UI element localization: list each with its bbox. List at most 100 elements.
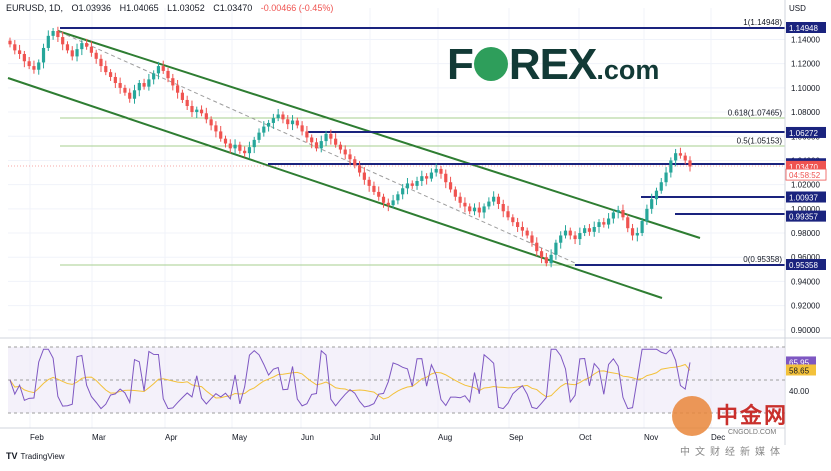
candle [654,187,659,206]
fib-label: 0.5(1.05153) [737,137,783,146]
candle [209,116,213,131]
candle [472,203,477,216]
candle [583,225,587,237]
candle [56,26,60,43]
candle [516,217,520,232]
candle [645,204,649,225]
price-tag: 1.14948 [786,22,826,33]
candle [132,84,137,104]
fib-label: 0(0.95358) [743,255,782,264]
time-axis-label: May [232,433,247,442]
candle [640,217,644,237]
candle [434,163,438,177]
candle [520,221,524,237]
candle [448,176,453,193]
candle [314,138,319,152]
candle [252,136,256,154]
candle [367,176,371,192]
svg-text:1.00937: 1.00937 [789,194,818,203]
watermark-site: CNGOLD.COM [728,429,777,436]
time-axis-label: Apr [165,433,178,442]
candle [420,170,424,186]
candle [559,231,563,249]
candle [492,191,496,206]
candle [17,44,22,59]
price-tag: 1.00937 [786,191,826,203]
candle [108,69,113,81]
candle [554,239,558,260]
candle [592,221,596,237]
time-axis-label: Feb [30,433,44,442]
candle [89,41,94,57]
candle [453,186,457,201]
candle [578,227,582,246]
candle [429,168,434,182]
candle [85,38,89,50]
tradingview-logo[interactable]: TV TradingView [6,451,65,461]
candle [128,88,132,103]
time-axis-label: Oct [579,433,592,442]
change-value: -0.00466 (-0.45%) [260,3,334,13]
candle [61,31,65,51]
watermark-subtitle: 中文财经新媒体 [680,447,785,458]
candle [678,147,683,159]
candle [266,119,271,132]
candle [8,37,12,48]
low-value: L1.03052 [167,3,205,13]
candle [204,107,208,124]
candle [199,105,204,117]
svg-text:65.95: 65.95 [789,358,810,367]
price-axis[interactable]: 1.140001.120001.100001.080001.060001.040… [791,35,820,334]
candle [51,27,55,40]
time-axis-label: Dec [711,433,725,442]
time-axis-label: Jul [370,433,380,442]
candle [650,193,654,214]
candle [161,60,165,74]
time-axis[interactable]: Feb Mar Apr May Jun Jul Aug Sep Oct Nov Dec [30,433,725,442]
candle [319,135,323,153]
candle [506,205,510,221]
price-axis-label: 1.14000 [791,35,820,44]
candle [286,115,290,130]
candle [310,134,314,149]
price-axis-label: 1.00000 [791,205,820,214]
open-value: O1.03936 [71,3,112,13]
candle [563,225,568,239]
price-tag: 0.99357 [786,210,826,222]
candle [233,139,237,155]
candle [80,40,84,56]
candle [13,40,17,55]
candle [683,152,687,165]
candle [104,60,108,76]
rsi-pane[interactable] [8,346,785,414]
candle [386,198,390,212]
candle [616,205,620,219]
candle [626,214,630,233]
candle [22,50,26,68]
candle [372,181,376,195]
candle [659,177,663,194]
candle [444,169,448,189]
price-tag: 1.03470 [786,160,826,172]
candle [539,248,544,264]
price-axis-label: 0.92000 [791,302,820,311]
candle [329,129,333,145]
time-axis-label: Aug [438,433,452,442]
candle [118,77,122,94]
candle [166,67,170,83]
candle [290,115,295,131]
candle [295,117,299,129]
candle [65,41,70,54]
candle [391,194,395,209]
svg-text:1.06272: 1.06272 [789,129,818,138]
candle [348,148,352,166]
candle [176,79,180,99]
candle [410,180,414,189]
candle [353,156,357,169]
candle [606,213,611,229]
symbol-legend[interactable]: EURUSD, 1D, O1.03936 H1.04065 L1.03052 C… [6,3,339,13]
svg-text:04:58:52: 04:58:52 [789,171,821,180]
candle [458,192,462,208]
candle [630,223,635,241]
